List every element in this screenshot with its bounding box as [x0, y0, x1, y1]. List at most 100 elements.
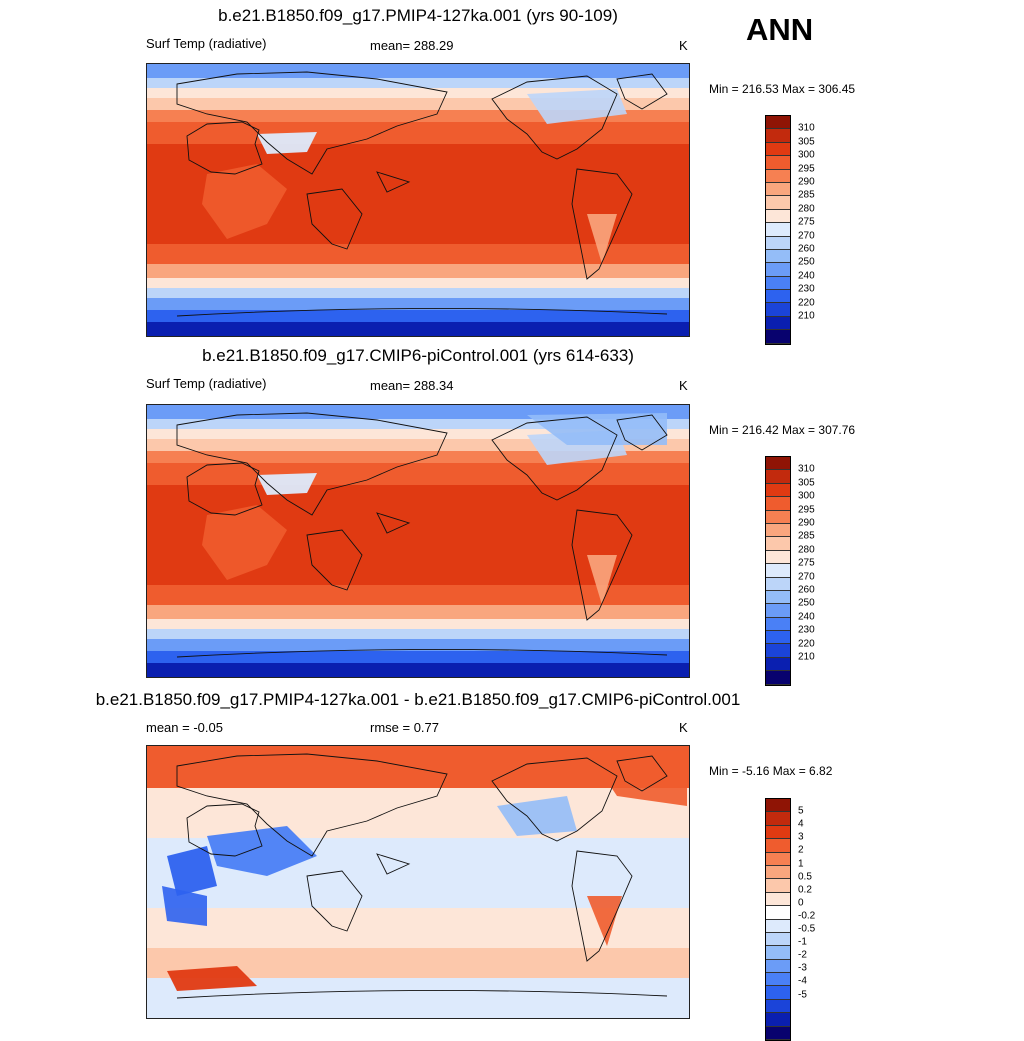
colorbar-swatch	[766, 657, 790, 672]
colorbar-tick-label: 305	[798, 136, 815, 148]
panel-1-title: b.e21.B1850.f09_g17.PMIP4-127ka.001 (yrs…	[218, 6, 618, 25]
colorbar-swatch	[766, 617, 790, 632]
colorbar-tick-label: 3	[798, 831, 804, 843]
colorbar-swatch	[766, 169, 790, 183]
panel-2-units: K	[679, 378, 688, 393]
colorbar-swatch	[766, 932, 790, 947]
colorbar-tick-label: 275	[798, 557, 815, 569]
colorbar-tick-label: 1	[798, 858, 804, 869]
colorbar-tick-label: 240	[798, 270, 815, 282]
panel-1-units: K	[679, 38, 688, 53]
colorbar-tick-label: 285	[798, 189, 815, 201]
colorbar-tick-label: 220	[798, 638, 815, 650]
panel-3-rmse-label: rmse = 0.77	[370, 720, 440, 735]
colorbar-tick-label: 280	[798, 544, 815, 556]
colorbar-swatch	[766, 457, 790, 471]
colorbar-tick-label: 250	[798, 256, 815, 268]
colorbar-tick-label: 250	[798, 597, 815, 609]
panel-1-minmax: Min = 216.53 Max = 306.45	[709, 82, 856, 96]
panel-2-mean-label: mean= 288.34	[370, 378, 454, 393]
colorbar-swatch	[766, 1013, 790, 1027]
colorbar-tick-label: 210	[798, 651, 815, 663]
colorbar-tick-label: -3	[798, 962, 807, 974]
colorbar-tick-label: -1	[798, 936, 807, 948]
colorbar-tick-label: 260	[798, 584, 815, 596]
colorbar-swatch	[766, 142, 790, 157]
colorbar-swatch	[766, 959, 790, 974]
colorbar-tick-label: 310	[798, 463, 815, 475]
colorbar-swatch	[766, 852, 790, 866]
colorbar-tick-label: 295	[798, 163, 815, 175]
colorbar-swatch	[766, 590, 790, 605]
colorbar-tick-label: -0.2	[798, 910, 816, 922]
panel-1-colorbar	[765, 115, 791, 345]
colorbar-swatch	[766, 604, 790, 618]
colorbar-swatch	[766, 129, 790, 143]
colorbar-swatch	[766, 999, 790, 1014]
colorbar-swatch	[766, 825, 790, 840]
colorbar-swatch	[766, 330, 790, 344]
colorbar-swatch	[766, 196, 790, 210]
colorbar-swatch	[766, 182, 790, 197]
colorbar-tick-label: 270	[798, 571, 815, 583]
panel-2-map	[146, 404, 690, 678]
colorbar-swatch	[766, 906, 790, 920]
colorbar-swatch	[766, 156, 790, 170]
colorbar-swatch	[766, 249, 790, 264]
colorbar-swatch	[766, 497, 790, 511]
panel-1-mean-label: mean= 288.29	[370, 38, 454, 53]
colorbar-swatch	[766, 1026, 790, 1041]
colorbar-tick-label: 290	[798, 176, 815, 188]
colorbar-tick-label: -5	[798, 989, 807, 1000]
panel-3-colorbar	[765, 798, 791, 1041]
colorbar-swatch	[766, 276, 790, 291]
colorbar-tick-label: 220	[798, 297, 815, 309]
colorbar-tick-label: 310	[798, 122, 815, 134]
season-label: ANN	[746, 12, 814, 47]
colorbar-tick-label: 2	[798, 844, 804, 856]
colorbar-swatch	[766, 946, 790, 960]
colorbar-tick-label: 0.2	[798, 884, 812, 896]
panel-2-title: b.e21.B1850.f09_g17.CMIP6-piControl.001 …	[202, 346, 634, 365]
colorbar-tick-label: 280	[798, 203, 815, 215]
panel-2-variable-label: Surf Temp (radiative)	[146, 376, 267, 391]
panel-3-units: K	[679, 720, 688, 735]
colorbar-swatch	[766, 879, 790, 893]
colorbar-swatch	[766, 564, 790, 578]
panel-2-minmax: Min = 216.42 Max = 307.76	[709, 423, 856, 437]
colorbar-swatch	[766, 839, 790, 853]
colorbar-swatch	[766, 671, 790, 685]
colorbar-swatch	[766, 483, 790, 498]
colorbar-swatch	[766, 523, 790, 538]
panel-1-map	[146, 63, 690, 337]
colorbar-swatch	[766, 470, 790, 484]
colorbar-swatch	[766, 223, 790, 237]
colorbar-swatch	[766, 537, 790, 551]
colorbar-swatch	[766, 116, 790, 130]
colorbar-tick-label: 5	[798, 805, 804, 817]
colorbar-tick-label: 300	[798, 490, 815, 502]
colorbar-tick-label: 4	[798, 818, 804, 830]
colorbar-tick-label: 290	[798, 517, 815, 529]
colorbar-swatch	[766, 865, 790, 880]
colorbar-swatch	[766, 316, 790, 331]
panel-3-map	[146, 745, 690, 1019]
colorbar-swatch	[766, 510, 790, 524]
colorbar-swatch	[766, 550, 790, 565]
colorbar-tick-label: 295	[798, 504, 815, 516]
colorbar-tick-label: 0.5	[798, 871, 812, 883]
colorbar-tick-label: 240	[798, 611, 815, 623]
colorbar-tick-label: 285	[798, 530, 815, 542]
colorbar-swatch	[766, 303, 790, 317]
colorbar-tick-label: 230	[798, 283, 815, 295]
panel-3-minmax: Min = -5.16 Max = 6.82	[709, 764, 833, 778]
colorbar-swatch	[766, 892, 790, 907]
colorbar-swatch	[766, 236, 790, 250]
colorbar-swatch	[766, 644, 790, 658]
colorbar-swatch	[766, 986, 790, 1000]
colorbar-tick-label: 275	[798, 216, 815, 228]
colorbar-tick-label: -4	[798, 975, 807, 987]
colorbar-tick-label: 270	[798, 230, 815, 242]
colorbar-tick-label: -0.5	[798, 923, 816, 935]
colorbar-swatch	[766, 812, 790, 826]
